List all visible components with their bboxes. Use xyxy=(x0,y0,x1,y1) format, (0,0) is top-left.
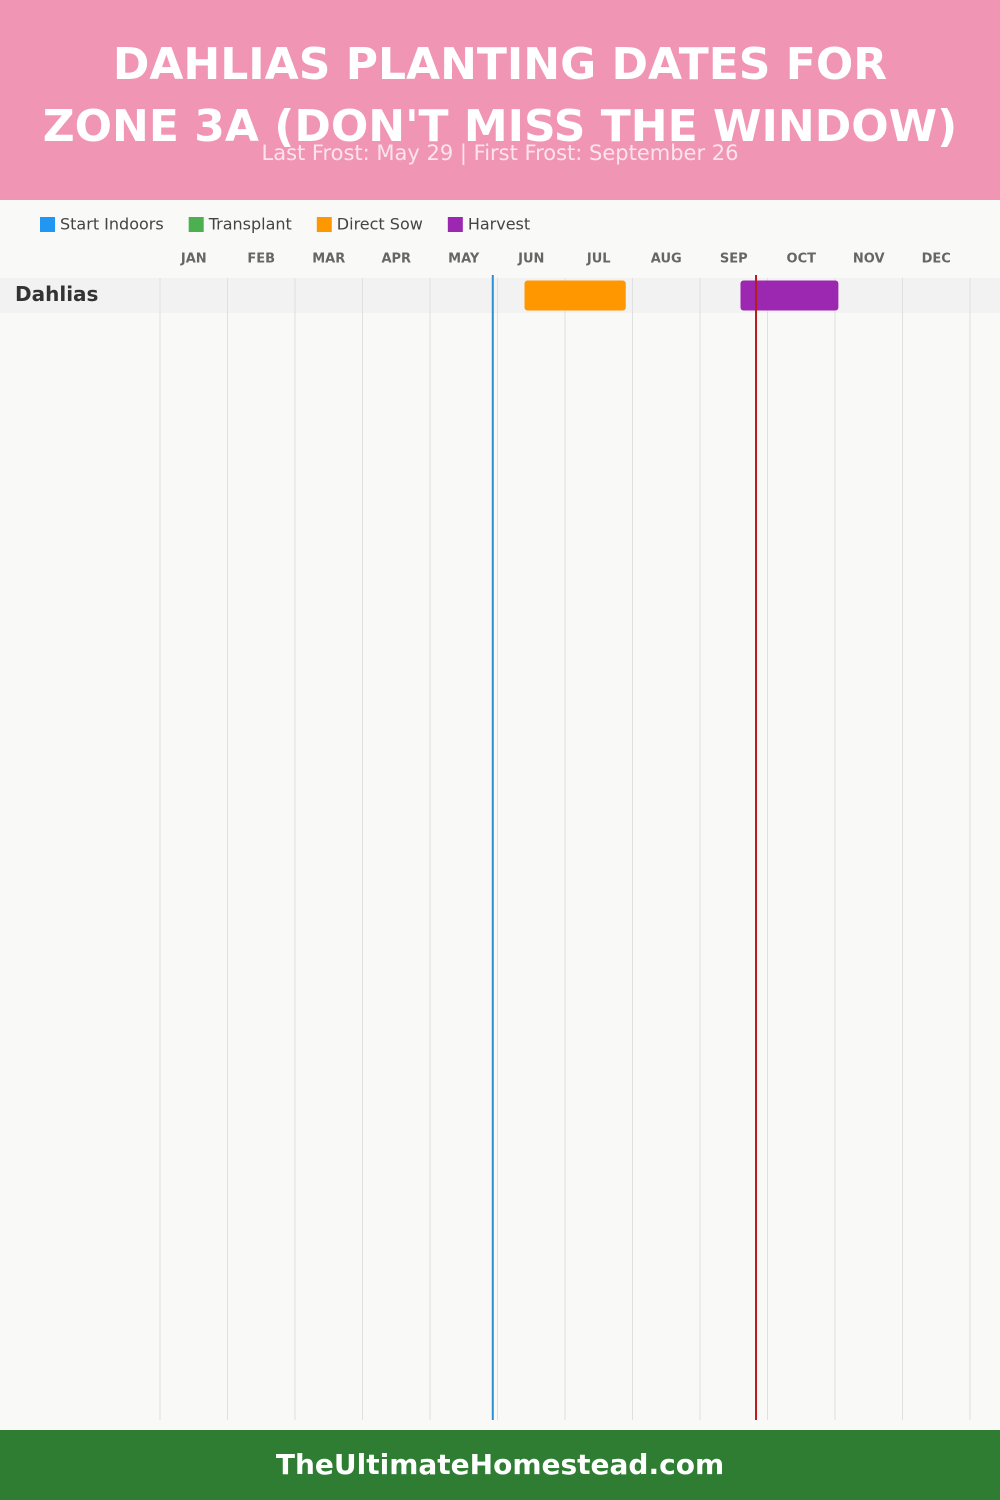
legend-label: Start Indoors xyxy=(60,215,164,234)
chart: Start Indoors Transplant Direct Sow Harvest… xyxy=(0,215,1000,1420)
title: DAHLIAS PLANTING DATES FOR ZONE 3A (DON'… xyxy=(42,39,958,152)
bar xyxy=(524,280,626,311)
month-label: OCT xyxy=(787,252,817,267)
month-label: FEB xyxy=(247,252,275,267)
month-label: AUG xyxy=(651,252,682,267)
subtitle: Last Frost: May 29 | First Frost: Septem… xyxy=(261,141,739,165)
header: Last Frost: May 29 | First Frost: Septem… xyxy=(0,0,1000,200)
month-label: MAY xyxy=(448,252,480,267)
row-label: Dahlias xyxy=(15,282,98,306)
footer: TheUltimateHomestead.com xyxy=(0,1430,1000,1500)
month-label: MAR xyxy=(312,252,345,267)
month-label: APR xyxy=(381,252,411,267)
legend-swatch xyxy=(188,217,204,232)
month-label: JUN xyxy=(517,252,544,267)
month-label: NOV xyxy=(853,252,885,267)
legend-swatch xyxy=(40,217,55,232)
month-label: DEC xyxy=(922,252,951,267)
legend-label: Direct Sow xyxy=(337,215,423,234)
row-band xyxy=(0,278,1000,313)
month-label: JAN xyxy=(180,252,207,267)
legend-swatch xyxy=(447,217,463,232)
bar xyxy=(740,280,839,311)
legend-swatch xyxy=(316,217,332,232)
month-label: SEP xyxy=(720,252,748,267)
legend-label: Transplant xyxy=(208,215,292,234)
legend-label: Harvest xyxy=(468,215,530,234)
month-label: JUL xyxy=(586,252,611,267)
